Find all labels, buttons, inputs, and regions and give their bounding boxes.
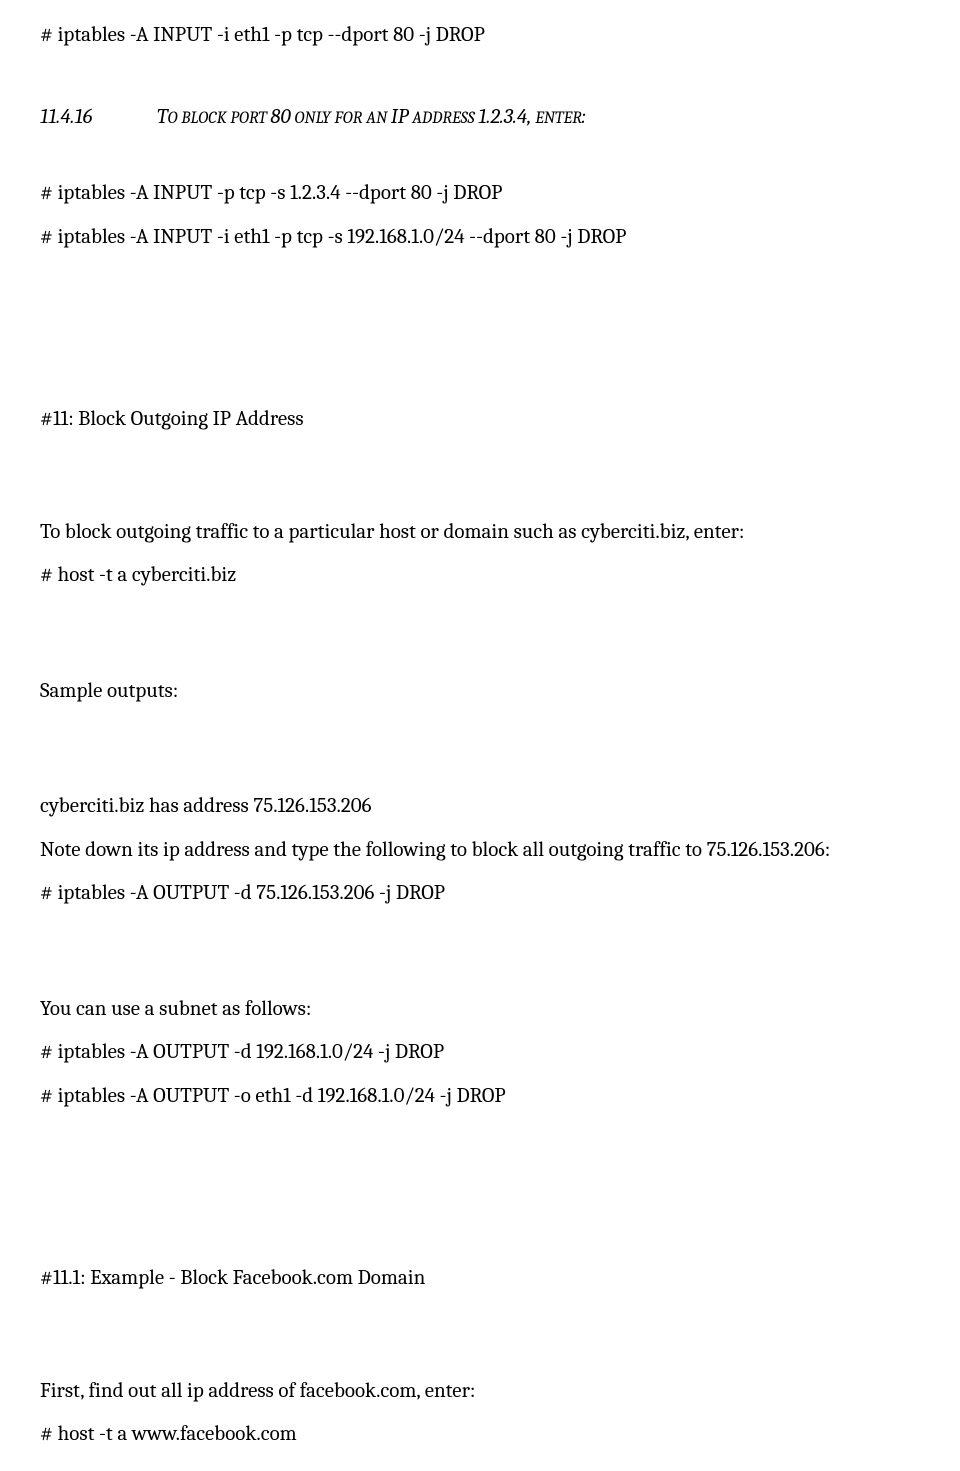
command-line: # iptables -A OUTPUT -o eth1 -d 192.168.… [40,1081,920,1113]
body-text: First, find out all ip address of facebo… [40,1376,920,1408]
command-line: # host -t a www.facebook.com [40,1419,920,1451]
body-text: To block outgoing traffic to a particula… [40,517,920,549]
body-text: cyberciti.biz has address 75.126.153.206 [40,791,920,823]
command-line: # host -t a cyberciti.biz [40,560,920,592]
subsection-heading: #11: Block Outgoing IP Address [40,404,920,436]
section-heading: 11.4.16 TO BLOCK PORT 80 ONLY FOR AN IP … [40,102,920,134]
command-line: # iptables -A OUTPUT -d 75.126.153.206 -… [40,878,920,910]
body-text: Note down its ip address and type the fo… [40,835,920,867]
body-text: You can use a subnet as follows: [40,994,920,1026]
command-line: # iptables -A INPUT -p tcp -s 1.2.3.4 --… [40,178,920,210]
command-line: # iptables -A OUTPUT -d 192.168.1.0/24 -… [40,1037,920,1069]
body-text: Sample outputs: [40,676,920,708]
subsection-heading: #11.1: Example - Block Facebook.com Doma… [40,1263,920,1295]
command-line: # iptables -A INPUT -i eth1 -p tcp -s 19… [40,222,920,254]
section-number: 11.4.16 [40,102,92,134]
section-title: TO BLOCK PORT 80 ONLY FOR AN IP ADDRESS … [157,105,586,129]
command-line: # iptables -A INPUT -i eth1 -p tcp --dpo… [40,20,920,52]
